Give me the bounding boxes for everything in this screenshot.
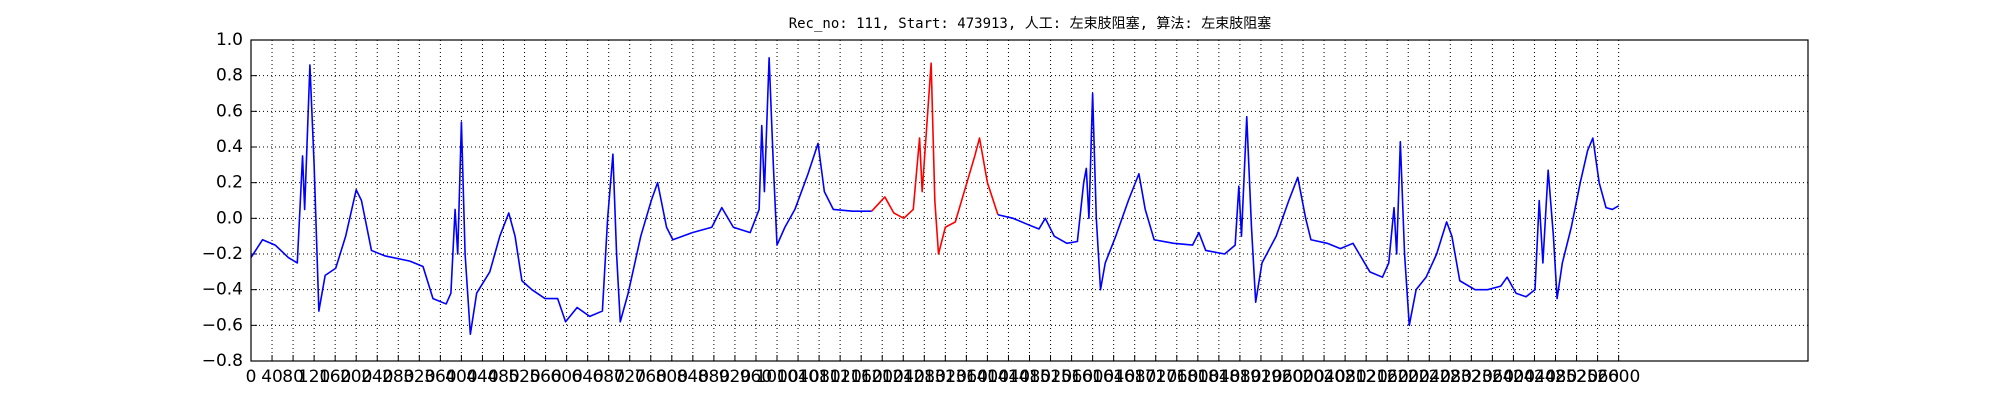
x-tick-label: 2320 [1450,367,1493,387]
y-tick-label: 1.0 [216,30,243,50]
x-tick-label: 2240 [1408,367,1451,387]
x-tick-label: 1360 [945,367,988,387]
x-tick-label: 1120 [819,367,862,387]
y-tick-label: 0.4 [216,137,243,157]
x-tick-label: 1760 [1155,367,1198,387]
x-tick-label: 2560 [1576,367,1619,387]
ecg-line [997,92,1620,327]
x-tick-label: 1400 [966,367,1009,387]
x-tick-label: 800 [656,367,688,387]
x-tick-label: 1960 [1260,367,1303,387]
x-tick-label: 2440 [1513,367,1556,387]
x-tick-label: 1920 [1239,367,1282,387]
x-tick-label: 680 [592,367,624,387]
y-tick-label: −0.4 [202,280,243,300]
x-tick-label: 600 [550,367,582,387]
x-tick-label: 1200 [861,367,904,387]
x-tick-label: 1640 [1092,367,1135,387]
x-tick-label: 1280 [903,367,946,387]
x-tick-label: 1600 [1071,367,1114,387]
y-tick-label: 0.6 [216,101,243,121]
x-tick-label: 1720 [1134,367,1177,387]
x-tick-label: 480 [487,367,519,387]
y-tick-label: −0.2 [202,244,243,264]
x-tick-label: 160 [319,367,351,387]
x-tick-label: 2520 [1555,367,1598,387]
x-tick-label: 720 [614,367,646,387]
x-tick-label: 840 [677,367,709,387]
x-tick-label: 2040 [1302,367,1345,387]
x-tick-label: 2400 [1492,367,1535,387]
x-tick-label: 520 [508,367,540,387]
y-tick-label: 0.0 [216,208,243,228]
x-tick-label: 360 [424,367,456,387]
x-tick-label: 1320 [924,367,967,387]
x-tick-label: 1160 [840,367,883,387]
x-tick-label: 200 [340,367,372,387]
x-tick-label: 1480 [1008,367,1051,387]
ecg-line [250,57,872,336]
y-tick-label: 0.2 [216,173,243,193]
x-tick-label: 0 [246,367,257,387]
x-tick-label: 920 [719,367,751,387]
y-tick-label: −0.8 [202,351,243,371]
x-tick-label: 2120 [1345,367,1388,387]
x-tick-label: 2200 [1387,367,1430,387]
x-tick-label: 1000 [755,367,798,387]
x-tick-label: 760 [635,367,667,387]
x-tick-label: 1880 [1218,367,1261,387]
x-tick-label: 440 [466,367,498,387]
x-tick-label: 1520 [1029,367,1072,387]
x-tick-label: 320 [403,367,435,387]
x-tick-label: 2080 [1323,367,1366,387]
x-tick-label: 2600 [1597,367,1640,387]
x-tick-label: 80 [282,367,304,387]
x-tick-label: 2280 [1429,367,1472,387]
x-tick-label: 1800 [1176,367,1219,387]
x-tick-label: 2000 [1281,367,1324,387]
x-tick-label: 960 [740,367,772,387]
x-tick-label: 40 [261,367,283,387]
x-tick-label: 1080 [797,367,840,387]
y-tick-label: −0.6 [202,315,243,335]
x-tick-label: 1440 [987,367,1030,387]
x-tick-label: 1560 [1050,367,1093,387]
x-tick-label: 560 [529,367,561,387]
chart-title: Rec_no: 111, Start: 473913, 人工: 左束肢阻塞, 算… [789,15,1272,32]
x-tick-label: 1680 [1113,367,1156,387]
x-tick-label: 400 [445,367,477,387]
ecg-line [871,62,999,255]
plot-frame [250,39,1809,362]
x-tick-label: 240 [361,367,393,387]
x-tick-label: 1040 [776,367,819,387]
x-tick-label: 120 [298,367,330,387]
x-tick-label: 640 [571,367,603,387]
x-tick-label: 2360 [1471,367,1514,387]
x-tick-label: 880 [698,367,730,387]
x-tick-label: 2160 [1366,367,1409,387]
x-tick-label: 2480 [1534,367,1577,387]
y-tick-label: 0.8 [216,66,243,86]
x-tick-label: 280 [382,367,414,387]
x-tick-label: 1240 [882,367,925,387]
x-tick-label: 1840 [1197,367,1240,387]
